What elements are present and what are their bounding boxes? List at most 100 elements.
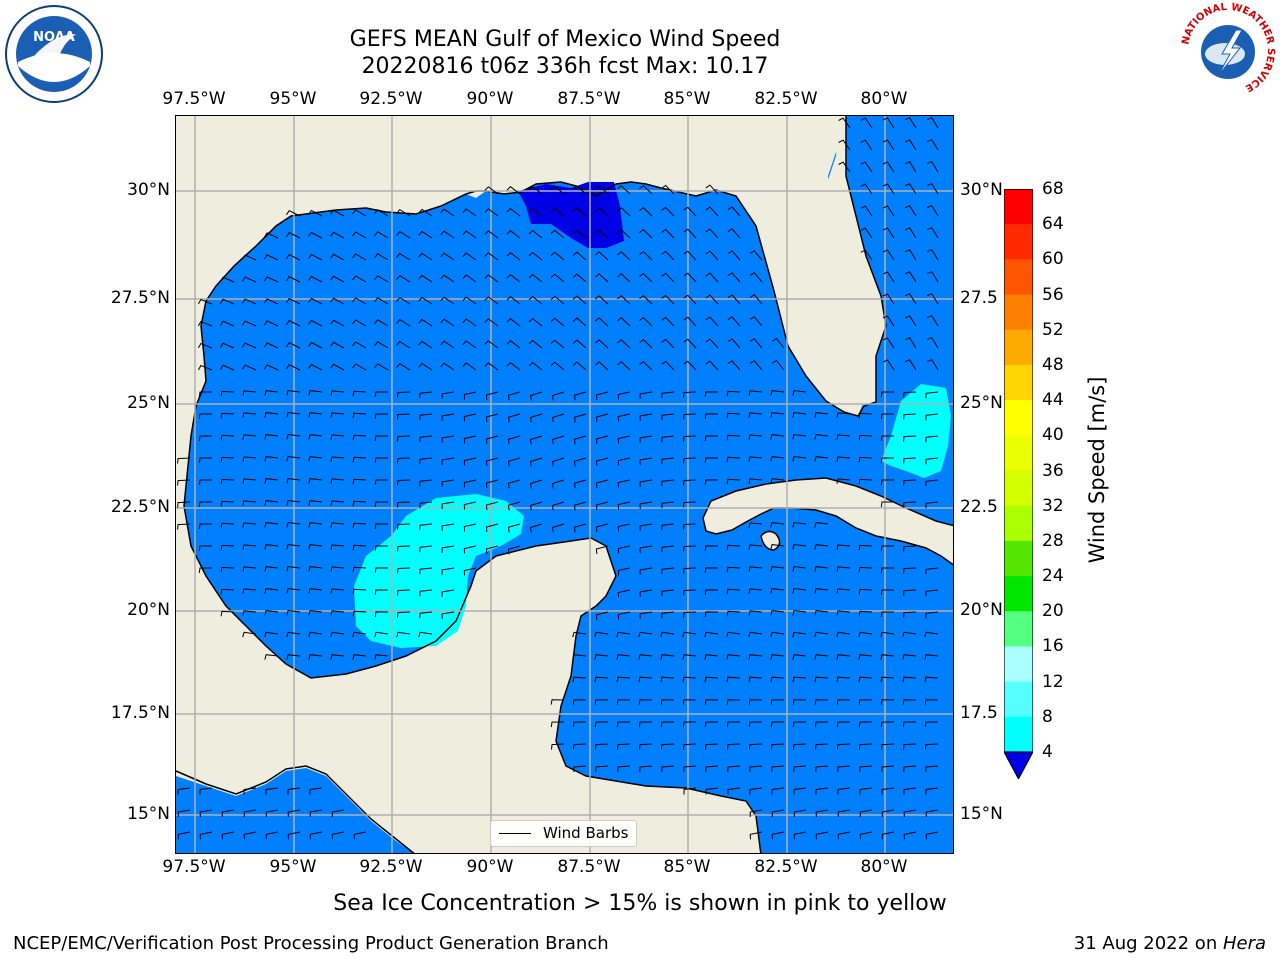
wind-barb: [594, 185, 609, 195]
wind-barb: [882, 249, 895, 261]
lon-label: 97.5°W: [162, 857, 226, 877]
wind-barb: [924, 654, 939, 660]
wind-barb: [352, 478, 367, 485]
lat-label-right: 20°N: [960, 600, 1003, 620]
wind-barb: [573, 501, 587, 511]
wind-barb: [617, 589, 631, 598]
map-panel[interactable]: Wind Barbs: [175, 115, 954, 854]
wind-barb: [925, 413, 939, 421]
wind-barb: [639, 391, 653, 399]
wind-barb: [242, 390, 257, 396]
wind-barb: [418, 362, 433, 371]
wind-barb: [241, 342, 257, 349]
wind-barb: [177, 501, 191, 508]
wind-barb: [924, 676, 939, 683]
wind-barb: [551, 391, 565, 401]
wind-barb: [770, 544, 785, 550]
wind-barb: [815, 787, 829, 795]
wind-barb: [374, 231, 389, 239]
wind-barb: [903, 413, 917, 420]
wind-barb: [836, 478, 851, 484]
wind-barb: [242, 522, 257, 528]
wind-barb: [880, 654, 895, 660]
wind-barb: [771, 359, 785, 371]
wind-barb: [792, 587, 807, 594]
wind-barb: [904, 183, 917, 195]
wind-barb: [396, 274, 411, 283]
wind-barb: [197, 320, 213, 327]
colorbar-block: [1004, 505, 1033, 542]
wind-barb: [220, 500, 235, 507]
wind-barb: [177, 479, 191, 486]
wind-barb: [264, 522, 279, 528]
wind-barb: [726, 566, 741, 573]
wind-barb: [550, 361, 565, 371]
wind-barb: [771, 831, 785, 840]
wind-barb: [374, 253, 389, 261]
wind-barb: [814, 721, 829, 728]
wind-barb: [726, 544, 741, 551]
wind-barb: [639, 228, 653, 239]
wind-barb: [308, 363, 323, 371]
wind-barb: [770, 610, 785, 616]
wind-barb: [462, 340, 477, 349]
wind-barb: [902, 654, 917, 660]
noaa-logo: NOAA: [4, 4, 104, 104]
wind-barb: [881, 787, 895, 795]
wind-barb: [617, 545, 631, 554]
wind-barb: [858, 478, 873, 485]
wind-barb: [352, 631, 367, 638]
wind-barb: [419, 589, 433, 597]
wind-barb: [814, 566, 829, 572]
lon-label: 82.5°W: [754, 857, 818, 877]
wind-barb: [572, 207, 587, 217]
wind-barb: [197, 342, 213, 349]
wind-barb: [220, 588, 235, 595]
wind-barb: [418, 252, 433, 261]
wind-barb: [661, 250, 675, 261]
wind-barb: [927, 249, 939, 261]
lon-label: 92.5°W: [359, 89, 423, 109]
wind-barb: [858, 588, 873, 595]
colorbar-tick-label: 64: [1042, 214, 1064, 235]
wind-barb: [199, 831, 213, 840]
wind-barb: [882, 139, 895, 151]
wind-barb: [858, 721, 873, 728]
wind-barb: [860, 249, 873, 261]
lon-label: 87.5°W: [557, 857, 621, 877]
wind-barb: [639, 360, 653, 371]
chart-subtitle: 20220816 t06z 336h fcst Max: 10.17: [361, 54, 769, 79]
wind-barb: [661, 228, 675, 239]
wind-barb: [529, 413, 543, 423]
chart-title: GEFS MEAN Gulf of Mexico Wind Speed: [349, 27, 781, 52]
wind-barb: [705, 316, 719, 327]
wind-barb: [241, 254, 257, 261]
wind-barb: [836, 699, 851, 705]
wind-barb: [220, 412, 235, 419]
wind-barb: [308, 456, 323, 462]
lon-label: 90°W: [466, 89, 514, 109]
colorbar-tick-label: 32: [1042, 495, 1064, 516]
wind-barb: [265, 787, 279, 795]
lon-label: 80°W: [860, 857, 908, 877]
wind-barb: [704, 545, 719, 551]
footer-date: 31 Aug 2022 on Hera: [1074, 933, 1266, 954]
wind-barb: [219, 298, 235, 305]
wind-barb: [727, 338, 741, 349]
wind-barb: [770, 412, 785, 418]
wind-barb: [880, 721, 895, 728]
wind-barb: [660, 654, 675, 660]
wind-barb: [925, 765, 939, 773]
lat-label-right: 22.5: [960, 497, 998, 517]
wind-barb: [330, 412, 345, 418]
wind-barb: [880, 631, 895, 638]
wind-barb: [859, 787, 873, 795]
wind-barb: [881, 743, 895, 750]
wind-barb: [594, 361, 609, 371]
wind-barb: [286, 411, 301, 418]
wind-barb: [220, 456, 235, 463]
wind-barb: [484, 318, 499, 327]
wind-barb: [242, 631, 257, 638]
wind-barb: [550, 721, 565, 728]
wind-barb: [572, 721, 587, 728]
